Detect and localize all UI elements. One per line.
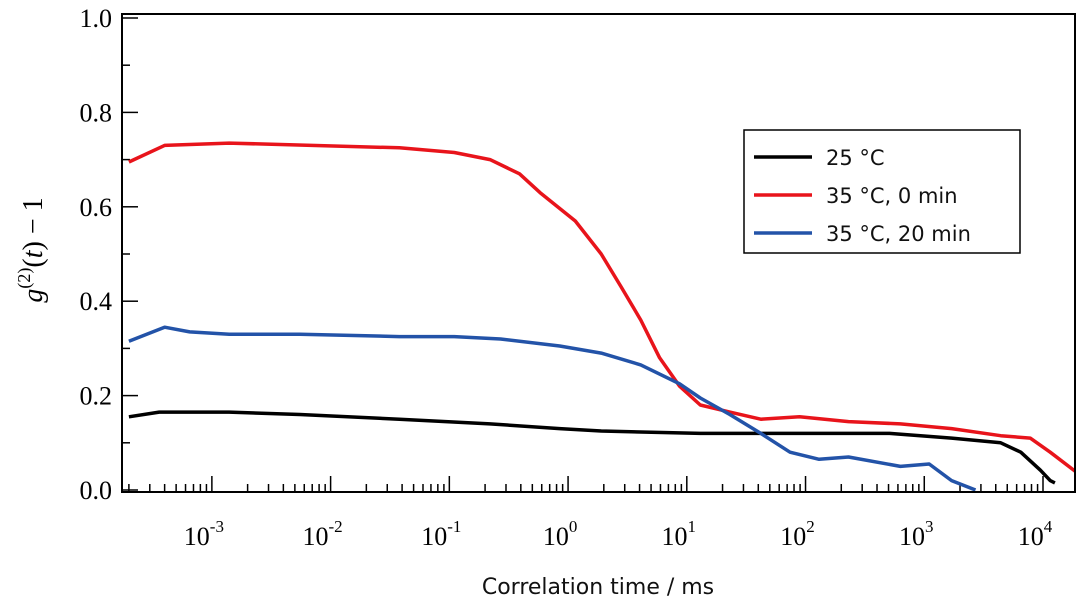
series-line-1 [128, 141, 1077, 473]
y-tick-label: 0.4 [80, 287, 113, 316]
axis-ticks [122, 17, 1044, 492]
legend-label: 35 °C, 0 min [826, 184, 958, 208]
x-tick-label: 101 [662, 517, 697, 551]
y-tick-label: 1.0 [80, 4, 113, 33]
legend: 25 °C 35 °C, 0 min 35 °C, 20 min [743, 129, 1021, 254]
y-tick-label: 0.2 [80, 382, 113, 411]
y-tick-label: 0.6 [80, 193, 113, 222]
y-axis-label: g(2)(t) − 1 [14, 197, 49, 302]
series-line-0 [128, 410, 1056, 485]
y-tick-label: 0.8 [80, 98, 113, 127]
legend-label: 25 °C [826, 146, 885, 170]
y-tick-label: 0.0 [80, 476, 113, 505]
y-tick-labels: 0.0 0.2 0.4 0.6 0.8 1.0 [80, 4, 113, 505]
x-tick-label: 100 [543, 517, 578, 551]
legend-label: 35 °C, 20 min [826, 222, 971, 246]
series-line-2 [128, 325, 977, 492]
x-tick-label: 104 [1018, 517, 1053, 551]
series-group [128, 141, 1077, 492]
x-tick-label: 10-2 [303, 517, 343, 551]
x-tick-labels: 10-3 10-2 10-1 100 101 102 103 104 [184, 517, 1053, 551]
x-tick-label: 102 [780, 517, 815, 551]
plot-frame [121, 13, 1076, 493]
x-tick-label: 10-3 [184, 517, 224, 551]
x-tick-label: 10-1 [421, 517, 461, 551]
x-axis-label: Correlation time / ms [482, 575, 714, 600]
x-tick-label: 103 [899, 517, 934, 551]
